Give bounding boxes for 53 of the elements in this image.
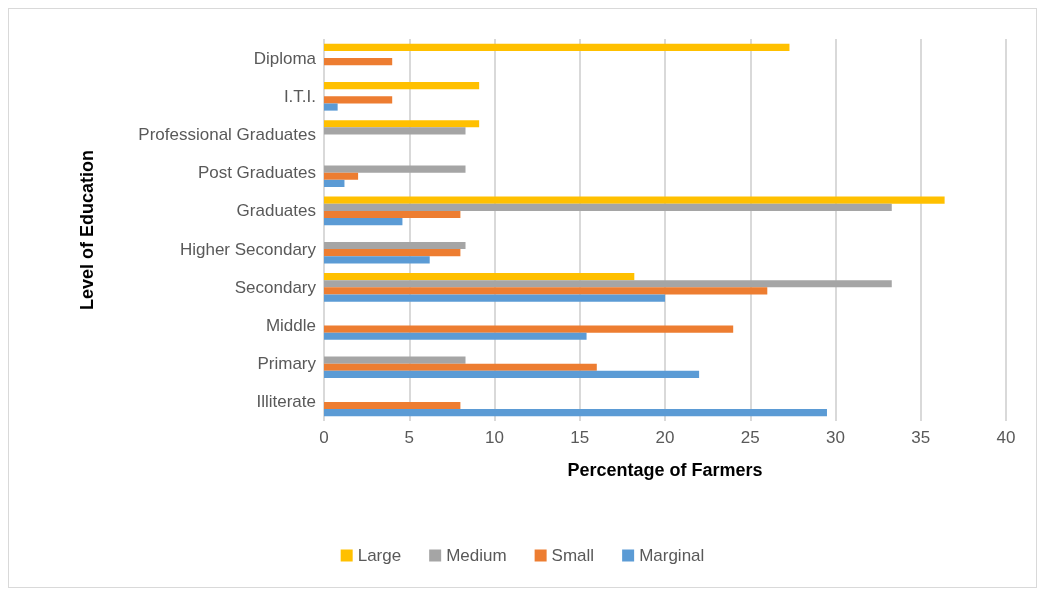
bar: [324, 241, 466, 250]
bar: [324, 325, 734, 333]
bar: [324, 196, 945, 204]
x-tick-label: 25: [740, 428, 760, 447]
bar: [324, 165, 466, 173]
x-tick-label: 20: [655, 428, 675, 447]
bar: [324, 203, 892, 211]
x-tick-label: 40: [996, 428, 1016, 447]
bar: [324, 287, 768, 295]
bar: [324, 58, 393, 66]
x-tick-label: 30: [826, 428, 845, 447]
bar: [324, 103, 338, 111]
x-tick-label: 5: [404, 428, 414, 447]
bar: [324, 409, 827, 417]
x-tick-label: 35: [911, 428, 931, 447]
y-tick-label: I.T.I.: [283, 86, 316, 106]
bar: [324, 401, 461, 410]
bar: [324, 249, 461, 257]
x-tick-label: 15: [570, 428, 590, 447]
x-tick-label: 10: [485, 428, 504, 447]
y-axis-title: Level of Education: [77, 149, 97, 311]
bar: [324, 280, 892, 288]
bar: [324, 256, 430, 264]
bar: [324, 294, 665, 302]
bar: [324, 179, 345, 188]
bar: [324, 43, 790, 51]
y-tick-label: Higher Secondary: [179, 239, 317, 259]
legend-label: Large: [357, 546, 402, 565]
bar: [324, 172, 359, 180]
bar: [324, 127, 466, 135]
bar: [324, 81, 480, 90]
bar: [324, 218, 403, 226]
y-tick-label: Graduates: [236, 201, 316, 221]
bar: [324, 272, 635, 281]
bar: [324, 96, 393, 104]
y-tick-label: Middle: [265, 316, 316, 335]
bar: [324, 363, 597, 371]
y-tick-label: Secondary: [234, 277, 317, 297]
bar: [324, 332, 587, 340]
x-axis-title: Percentage of Farmers: [567, 460, 763, 480]
bar: [324, 370, 700, 379]
legend-label: Marginal: [639, 546, 705, 565]
y-tick-label: Diploma: [253, 48, 317, 68]
legend-label: Small: [551, 546, 595, 565]
legend-label: Medium: [446, 546, 507, 565]
x-tick-label: 0: [319, 428, 329, 447]
bar: [324, 356, 466, 364]
y-tick-label: Illiterate: [256, 392, 316, 412]
y-tick-label: Post Graduates: [197, 163, 316, 183]
bar: [324, 120, 480, 128]
y-tick-label: Professional Graduates: [138, 125, 316, 144]
bar: [324, 210, 461, 219]
y-tick-label: Primary: [257, 354, 317, 374]
